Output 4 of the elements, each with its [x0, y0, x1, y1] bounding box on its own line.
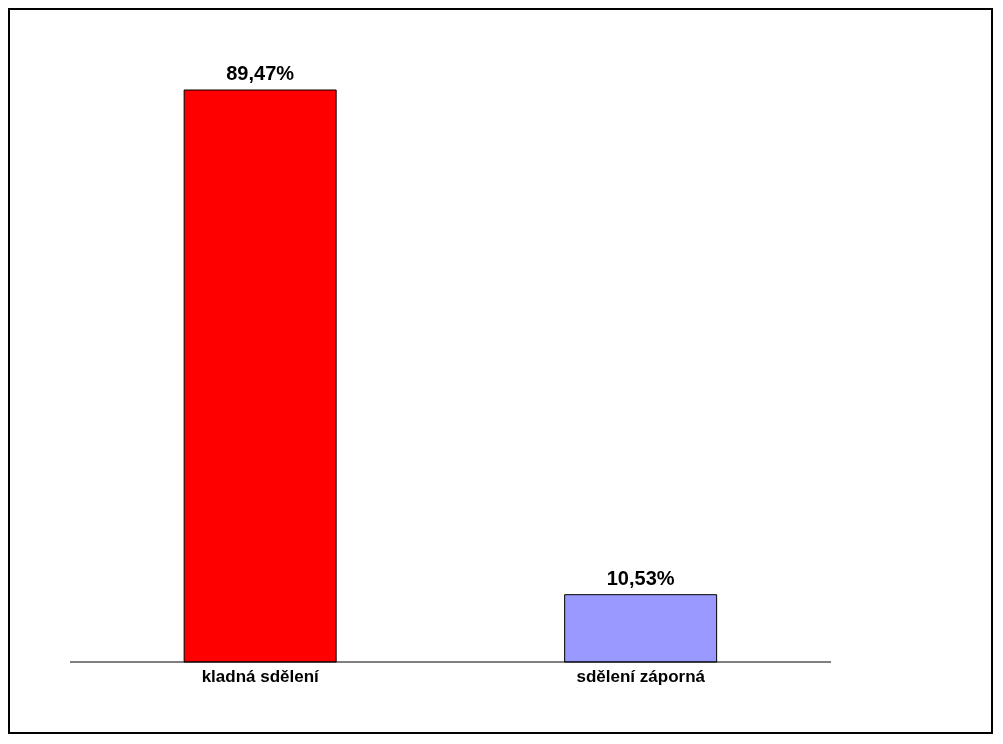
data-label: 10,53%: [606, 566, 675, 589]
data-label: 89,47%: [226, 62, 295, 84]
x-tick-label: kladná sdělení: [201, 667, 321, 687]
x-tick-label: sdělení záporná: [576, 667, 706, 687]
